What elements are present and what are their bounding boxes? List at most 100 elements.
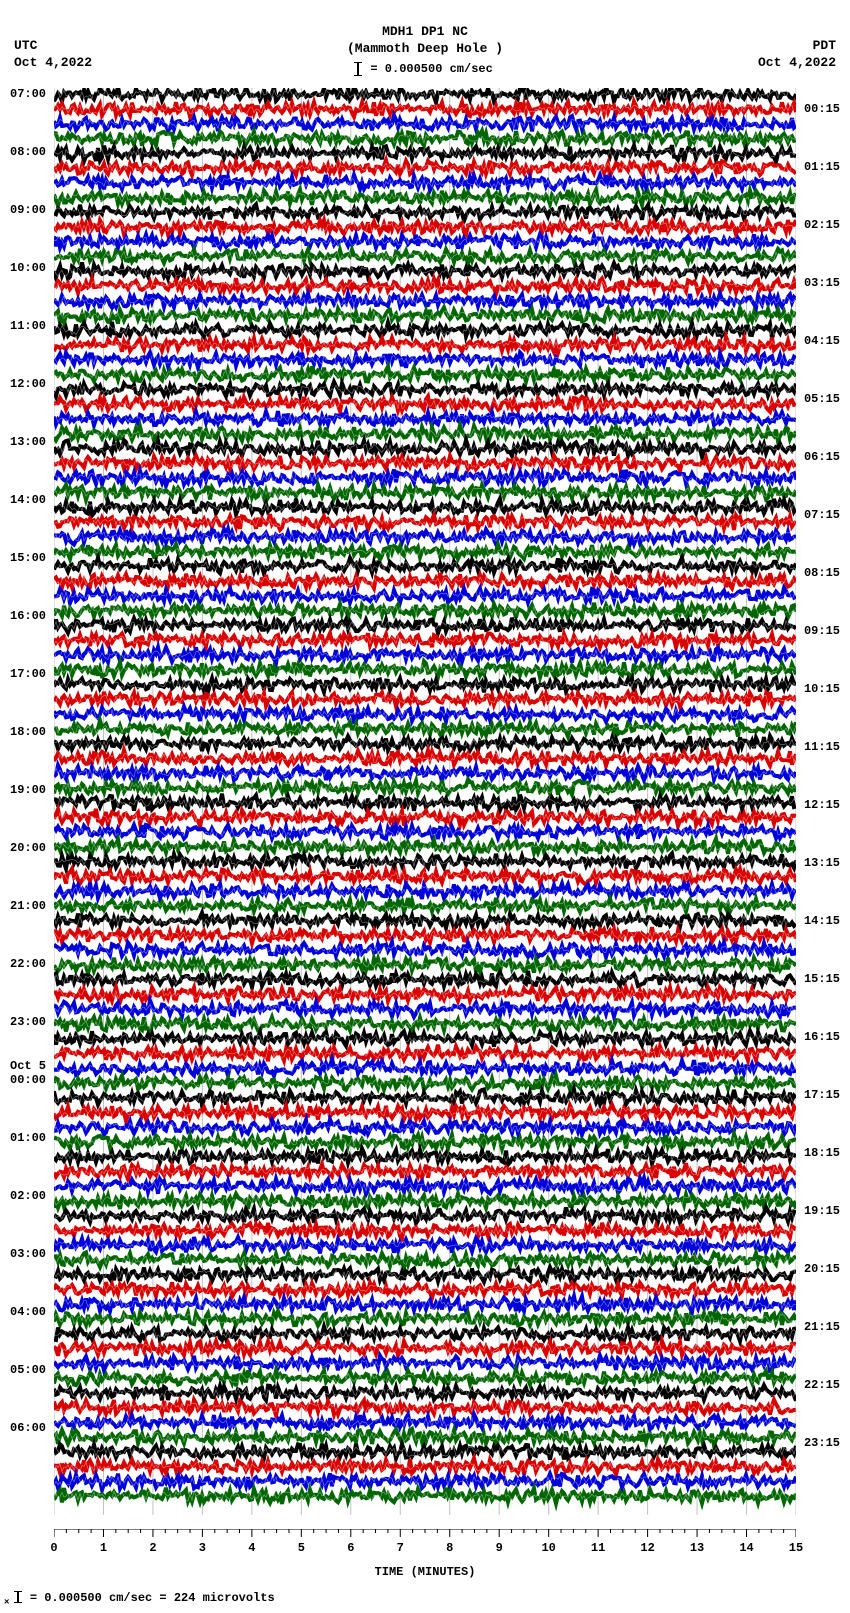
seismic-trace	[54, 1282, 796, 1298]
seismogram-container: UTC Oct 4,2022 PDT Oct 4,2022 MDH1 DP1 N…	[0, 0, 850, 1613]
seismic-trace	[54, 1237, 796, 1253]
pdt-hour-label: 19:15	[804, 1204, 840, 1218]
x-axis-label: TIME (MINUTES)	[0, 1565, 850, 1579]
utc-hour-label: 10:00	[10, 261, 46, 275]
seismic-trace	[54, 736, 796, 751]
seismic-trace	[54, 898, 796, 912]
x-tick-label: 15	[789, 1541, 803, 1555]
x-tick-label: 12	[640, 1541, 654, 1555]
seismic-trace	[54, 1163, 796, 1179]
pdt-hour-label: 16:15	[804, 1030, 840, 1044]
seismic-trace	[54, 102, 796, 117]
x-tick-label: 14	[739, 1541, 753, 1555]
utc-hour-label: 22:00	[10, 957, 46, 971]
utc-hour-label: 02:00	[10, 1189, 46, 1203]
utc-hour-label: 19:00	[10, 783, 46, 797]
x-tick-label: 1	[100, 1541, 107, 1555]
pdt-hour-label: 18:15	[804, 1146, 840, 1160]
utc-hour-label: 01:00	[10, 1131, 46, 1145]
seismic-trace	[54, 603, 796, 618]
x-tick-label: 4	[248, 1541, 255, 1555]
utc-hour-label: 06:00	[10, 1421, 46, 1435]
station-id: MDH1 DP1 NC	[0, 24, 850, 41]
pdt-hour-label: 11:15	[804, 740, 840, 754]
utc-date-label: Oct 4,2022	[14, 55, 92, 72]
utc-hour-label: 17:00	[10, 667, 46, 681]
x-tick-label: 11	[591, 1541, 605, 1555]
x-tick-label: 2	[149, 1541, 156, 1555]
x-tick-label: 5	[298, 1541, 305, 1555]
x-tick-label: 9	[496, 1541, 503, 1555]
pdt-date-label: Oct 4,2022	[758, 55, 836, 72]
scale-text: = 0.000500 cm/sec	[370, 62, 492, 76]
x-axis: 0123456789101112131415	[54, 1529, 796, 1559]
seismic-trace	[54, 308, 796, 324]
seismic-trace	[54, 1134, 796, 1150]
seismic-trace	[54, 958, 796, 973]
seismic-trace	[54, 1001, 796, 1017]
seismic-trace	[54, 514, 796, 530]
seismogram-plot-area	[54, 88, 796, 1525]
pdt-hour-label: 02:15	[804, 218, 840, 232]
pdt-hour-label: 08:15	[804, 566, 840, 580]
seismic-trace	[54, 588, 796, 603]
pdt-hour-label: 00:15	[804, 102, 840, 116]
seismic-trace	[54, 219, 796, 235]
seismic-trace	[54, 425, 796, 441]
utc-hour-label: 05:00	[10, 1363, 46, 1377]
footer-text: = 0.000500 cm/sec = 224 microvolts	[30, 1591, 275, 1605]
pdt-hour-label: 03:15	[804, 276, 840, 290]
seismic-trace	[54, 1059, 796, 1076]
utc-hour-label: 03:00	[10, 1247, 46, 1261]
seismic-trace	[54, 1400, 796, 1415]
x-tick-label: 3	[199, 1541, 206, 1555]
pdt-hour-label: 13:15	[804, 856, 840, 870]
x-tick-label: 6	[347, 1541, 354, 1555]
pdt-tz-label: PDT	[758, 38, 836, 55]
seismic-trace	[54, 353, 796, 368]
seismic-trace	[54, 883, 796, 899]
x-tick-label: 10	[541, 1541, 555, 1555]
pdt-hour-label: 22:15	[804, 1378, 840, 1392]
pdt-hour-label: 20:15	[804, 1262, 840, 1276]
amplitude-scale: = 0.000500 cm/sec	[0, 62, 850, 78]
utc-hour-label: 04:00	[10, 1305, 46, 1319]
seismic-trace	[54, 942, 796, 957]
utc-hour-label: 18:00	[10, 725, 46, 739]
x-axis-svg	[54, 1529, 796, 1559]
pdt-hour-label: 14:15	[804, 914, 840, 928]
utc-hour-label: 09:00	[10, 203, 46, 217]
utc-hour-label: 16:00	[10, 609, 46, 623]
seismic-trace	[54, 661, 796, 677]
utc-hour-label: 11:00	[10, 319, 46, 333]
seismic-trace	[54, 396, 796, 411]
pdt-hour-label: 04:15	[804, 334, 840, 348]
x-tick-label: 0	[50, 1541, 57, 1555]
station-location: (Mammoth Deep Hole )	[0, 41, 850, 58]
pdt-hour-label: 15:15	[804, 972, 840, 986]
pdt-hour-label: 21:15	[804, 1320, 840, 1334]
seismic-trace	[54, 322, 796, 338]
seismic-trace	[54, 234, 796, 249]
pdt-hour-label: 01:15	[804, 160, 840, 174]
utc-hour-label: 14:00	[10, 493, 46, 507]
utc-hour-label: 12:00	[10, 377, 46, 391]
seismic-trace	[54, 249, 796, 264]
pdt-hour-label: 10:15	[804, 682, 840, 696]
footer-scale: × = 0.000500 cm/sec = 224 microvolts	[4, 1591, 275, 1607]
utc-hour-label: 23:00	[10, 1015, 46, 1029]
trace-svg	[54, 88, 796, 1525]
pdt-hour-label: 06:15	[804, 450, 840, 464]
utc-tz-label: UTC	[14, 38, 92, 55]
footer-subscript: ×	[4, 1597, 9, 1607]
scale-bar-icon	[357, 62, 359, 76]
seismic-trace	[54, 1090, 796, 1106]
seismic-trace	[54, 1252, 796, 1267]
seismic-trace	[54, 440, 796, 457]
utc-date-change-label: Oct 5	[10, 1059, 46, 1073]
pdt-hour-label: 07:15	[804, 508, 840, 522]
utc-hour-label: 20:00	[10, 841, 46, 855]
seismic-trace	[54, 382, 796, 396]
utc-hour-label: 08:00	[10, 145, 46, 159]
x-tick-label: 7	[397, 1541, 404, 1555]
